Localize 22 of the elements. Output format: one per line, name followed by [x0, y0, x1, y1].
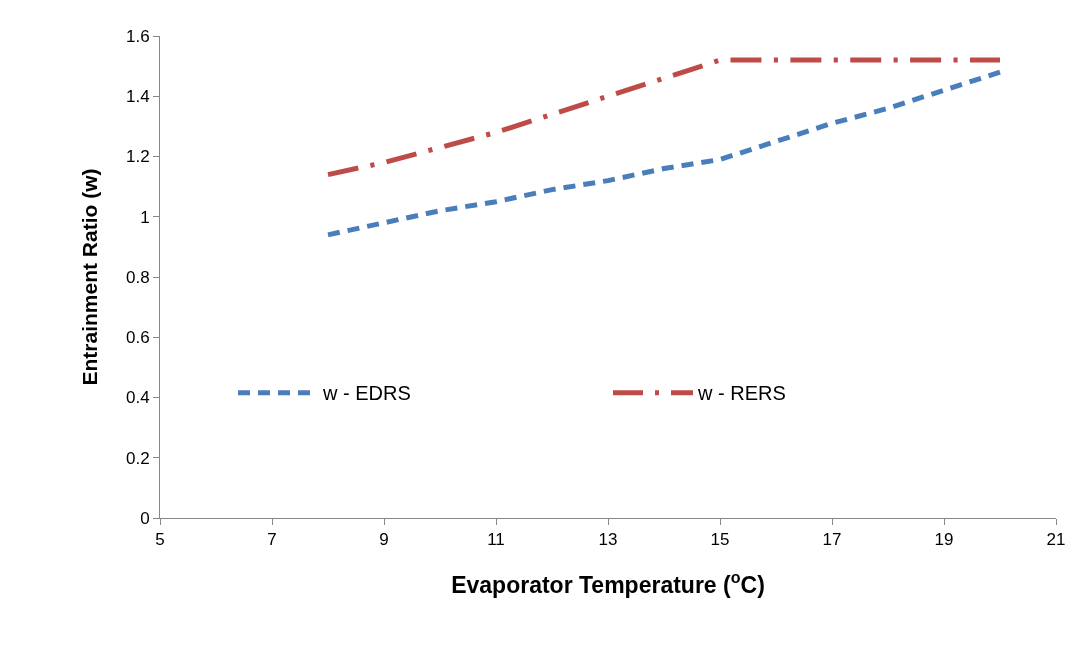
y-axis-title: Entrainment Ratio (w) [78, 168, 102, 386]
legend-label: w - RERS [697, 382, 786, 405]
x-tick-label: 15 [710, 530, 730, 550]
legend-label: w - EDRS [322, 382, 411, 405]
y-tick-label: 0 [140, 508, 150, 528]
y-tick-label: 1.6 [125, 26, 150, 46]
y-tick-label: 0.2 [125, 448, 150, 468]
x-tick-label: 9 [379, 530, 389, 550]
x-tick-label: 11 [487, 530, 505, 550]
y-tick-label: 0.8 [125, 267, 150, 287]
x-tick-label: 19 [934, 530, 954, 550]
y-tick-label: 1.2 [125, 147, 150, 167]
y-tick-label: 0.4 [125, 388, 150, 408]
x-tick-label: 21 [1046, 530, 1066, 550]
x-axis-title: Evaporator Temperature ($^{o}$C) [451, 568, 765, 598]
y-tick-label: 0.6 [125, 328, 150, 348]
y-tick-label: 1.4 [125, 87, 150, 107]
x-tick-label: 17 [822, 530, 842, 550]
x-tick-label: 13 [598, 530, 618, 550]
y-tick-label: 1 [140, 207, 150, 227]
x-tick-label: 5 [155, 530, 165, 550]
x-tick-label: 7 [267, 530, 277, 550]
